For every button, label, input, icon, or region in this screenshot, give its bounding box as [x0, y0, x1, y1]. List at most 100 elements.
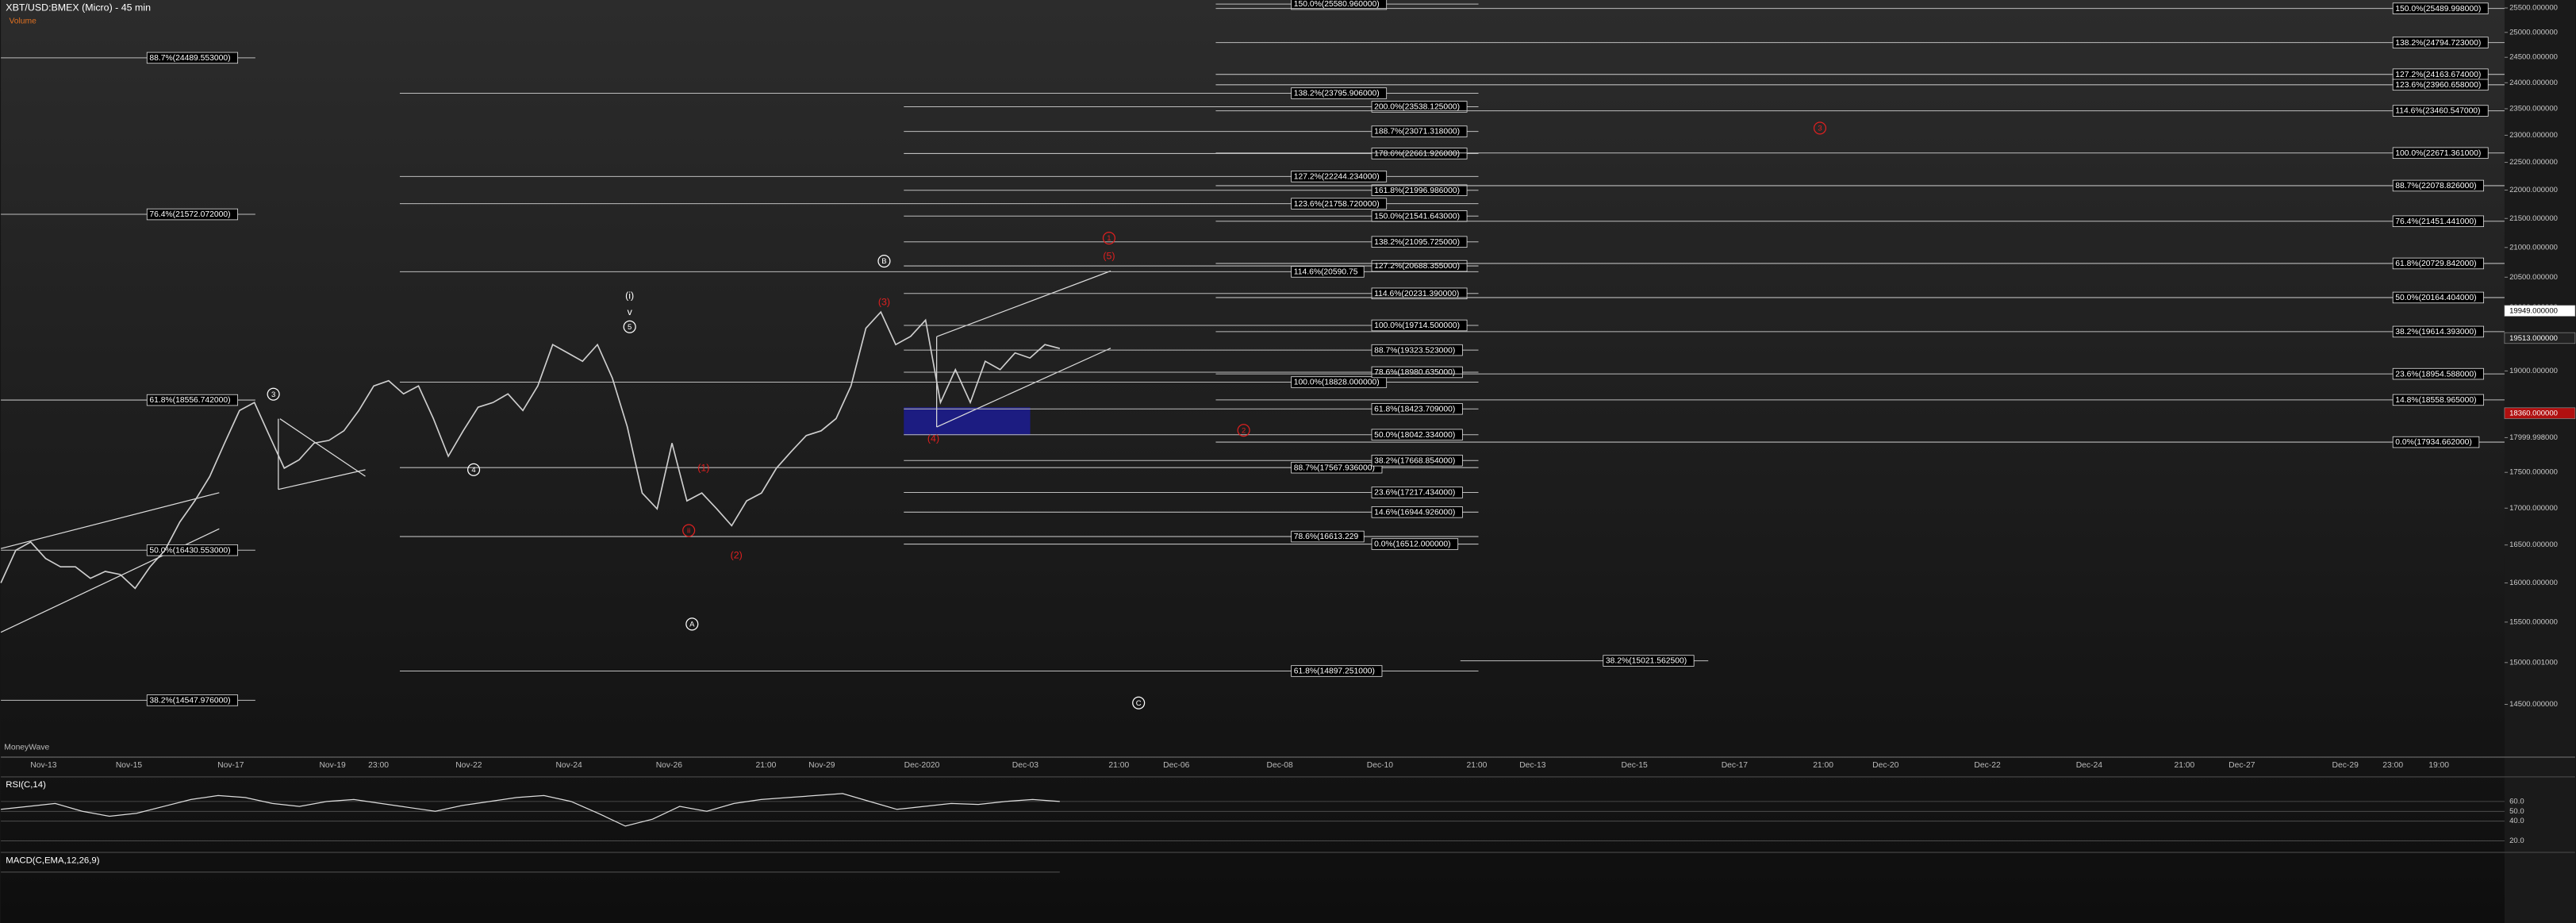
- fib-label-box: [1371, 403, 1463, 415]
- wave-circle: [623, 320, 636, 333]
- y-tick-label: 25000.000000: [2509, 28, 2558, 37]
- wave-circle: [1132, 696, 1146, 710]
- wave-circle: [1237, 424, 1250, 437]
- fib-label: 38.2%(17668.854000): [1374, 456, 1455, 465]
- fib-label: 114.6%(20590.75: [1294, 268, 1358, 277]
- x-tick-label: 21:00: [756, 761, 777, 770]
- y-tick-label: 19000.000000: [2509, 367, 2558, 375]
- y-tick-label: 17000.000000: [2509, 504, 2558, 513]
- fib-label-box: [1603, 655, 1695, 667]
- fib-label: 161.8%(21996.986000): [1374, 187, 1460, 195]
- fib-label-box: [1291, 87, 1388, 99]
- wave-label: A: [689, 621, 695, 629]
- fib-label-box: [2392, 147, 2489, 160]
- x-tick-label: 19:00: [2428, 761, 2449, 770]
- x-tick-label: Nov-19: [319, 761, 346, 770]
- fib-label-box: [2392, 394, 2484, 406]
- fib-label-box: [2392, 436, 2480, 448]
- y-tick-label: 22500.000000: [2509, 158, 2558, 167]
- wave-label: 3: [271, 390, 275, 399]
- fib-label: 127.2%(20688.355000): [1374, 262, 1460, 271]
- wave-label: 1: [1107, 234, 1111, 243]
- y-tick-label: 16000.000000: [2509, 579, 2558, 587]
- wave-label: v: [628, 306, 633, 317]
- fib-label: 78.6%(18980.635000): [1374, 368, 1455, 377]
- wave-label: C: [1136, 699, 1142, 708]
- wave-label: (3): [878, 297, 890, 308]
- volume-label: Volume: [9, 17, 36, 26]
- fib-label: 100.0%(18828.000000): [1294, 379, 1380, 387]
- x-tick-label: Nov-17: [217, 761, 244, 770]
- fib-label: 100.0%(22671.361000): [2395, 149, 2481, 158]
- fib-label: 114.6%(20231.390000): [1374, 290, 1459, 298]
- x-tick-label: Nov-13: [30, 761, 57, 770]
- fib-label-box: [2392, 291, 2484, 304]
- x-tick-label: 23:00: [2382, 761, 2403, 770]
- price-marker: [2504, 305, 2576, 317]
- y-tick-label: 21500.000000: [2509, 214, 2558, 223]
- fib-label: 78.6%(16613.229: [1294, 533, 1359, 541]
- wave-circle: [267, 387, 280, 401]
- fib-label-box: [1371, 148, 1468, 160]
- fib-label-box: [1371, 366, 1463, 379]
- y-tick-label: 15000.001000: [2509, 658, 2558, 667]
- fib-label: 100.0%(19714.500000): [1374, 321, 1460, 330]
- fib-label-box: [1291, 376, 1388, 388]
- fib-label: 61.8%(18556.742000): [149, 396, 230, 405]
- x-tick-label: Dec-13: [1519, 761, 1546, 770]
- macd-label: MACD(C,EMA,12,26,9): [6, 856, 99, 865]
- wave-label: 5: [628, 323, 632, 332]
- price-marker: [2504, 407, 2576, 419]
- fib-label-box: [146, 394, 239, 406]
- fib-label: 61.8%(14897.251000): [1294, 667, 1375, 676]
- fib-label: 88.7%(19323.523000): [1374, 346, 1455, 355]
- price-marker: [2504, 332, 2576, 344]
- y-tick-label: 16500.000000: [2509, 540, 2558, 549]
- triangle-line: [278, 469, 366, 490]
- chart-title: XBT/USD:BMEX (Micro) - 45 min: [6, 2, 151, 13]
- fib-label: 61.8%(18423.709000): [1374, 405, 1455, 413]
- fib-label: 88.7%(17567.936000): [1294, 463, 1375, 472]
- price-line: [0, 310, 1061, 590]
- x-tick-label: Dec-24: [2076, 761, 2103, 770]
- fib-label-box: [2392, 325, 2484, 338]
- wave-label: 4: [471, 466, 475, 475]
- fib-label: 178.6%(22661.926000): [1374, 150, 1460, 159]
- fib-label: 138.2%(24794.723000): [2395, 39, 2481, 48]
- x-tick-label: 21:00: [1108, 761, 1129, 770]
- fib-label-box: [146, 544, 239, 556]
- fib-label-box: [1371, 344, 1463, 356]
- y-tick-label: 17500.000000: [2509, 468, 2558, 477]
- rsi-tick-label: 60.0: [2509, 797, 2524, 806]
- fib-label: 88.7%(24489.553000): [149, 54, 230, 63]
- rsi-tick-label: 50.0: [2509, 807, 2524, 816]
- fib-label: 138.2%(23795.906000): [1294, 90, 1380, 98]
- price-marker-label: 19513.000000: [2509, 334, 2558, 343]
- target-box: [904, 407, 1031, 436]
- wave-circle: [685, 617, 699, 631]
- y-tick-label: 15500.000000: [2509, 617, 2558, 626]
- price-marker-label: 18360.000000: [2509, 410, 2558, 418]
- fib-label-box: [1371, 101, 1468, 113]
- fib-label-box: [1291, 171, 1388, 183]
- fib-label-box: [1291, 0, 1388, 10]
- fib-label-box: [2392, 2, 2489, 14]
- wave-circle: [467, 463, 481, 476]
- fib-label: 127.2%(22244.234000): [1294, 172, 1380, 181]
- fib-label: 76.4%(21451.441000): [2395, 217, 2476, 226]
- x-tick-label: Dec-08: [1267, 761, 1294, 770]
- fib-label-box: [1291, 198, 1388, 210]
- y-tick-label: 23000.000000: [2509, 131, 2558, 140]
- wedge-line: [936, 348, 1111, 428]
- fib-label: 0.0%(16512.000000): [1374, 540, 1450, 549]
- y-tick-label: 23500.000000: [2509, 104, 2558, 113]
- fib-label: 23.6%(17217.434000): [1374, 489, 1455, 498]
- fib-label-box: [1371, 125, 1468, 137]
- fib-label: 88.7%(22078.826000): [2395, 182, 2476, 190]
- wave-label: (1): [697, 463, 709, 474]
- wave-label: (5): [1103, 251, 1115, 262]
- fib-label-box: [146, 694, 239, 706]
- fib-label: 0.0%(17934.662000): [2395, 438, 2471, 447]
- x-tick-label: Dec-29: [2332, 761, 2359, 770]
